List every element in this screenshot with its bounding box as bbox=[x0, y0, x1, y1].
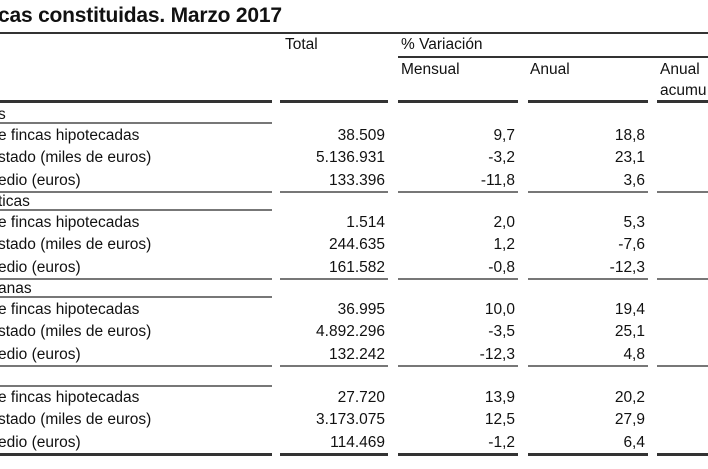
section-bottom-rule bbox=[398, 364, 518, 367]
cell-mensual: -3,2 bbox=[488, 149, 515, 167]
cell-anual: 18,8 bbox=[614, 127, 645, 144]
header-variacion: % Variación bbox=[401, 36, 483, 53]
cell-mensual: -1,2 bbox=[488, 433, 515, 451]
cell-total: 5.136.931 bbox=[316, 149, 385, 167]
section-bottom-rule bbox=[528, 277, 648, 280]
section-bottom-rule bbox=[0, 277, 272, 280]
cell-anual: 5,3 bbox=[623, 214, 645, 231]
cell-mensual: 10,0 bbox=[484, 301, 515, 318]
header-bottom-rule bbox=[657, 100, 708, 103]
cell-mensual: 12,5 bbox=[484, 411, 515, 429]
cell-mensual: 2,0 bbox=[493, 214, 515, 231]
header-bottom-rule bbox=[280, 100, 388, 103]
cell-mensual: -12,3 bbox=[479, 345, 515, 363]
header-anual-acum-line2: acumu bbox=[660, 82, 707, 99]
row-label: e fincas hipotecadas bbox=[0, 301, 140, 318]
cell-mensual: 1,2 bbox=[493, 236, 515, 254]
table-bottom-rule bbox=[280, 452, 388, 456]
table-bottom-rule bbox=[528, 452, 648, 456]
header-mensual: Mensual bbox=[401, 61, 460, 78]
section-bottom-rule bbox=[398, 190, 518, 193]
row-label: stado (miles de euros) bbox=[0, 411, 152, 429]
section-label: anas bbox=[0, 280, 32, 297]
cell-total: 38.509 bbox=[337, 127, 385, 144]
section-label-rule bbox=[0, 296, 272, 298]
table-title: cas constituidas. Marzo 2017 bbox=[0, 4, 282, 27]
section-label: ticas bbox=[0, 193, 30, 210]
row-label: edio (euros) bbox=[0, 258, 81, 276]
variacion-rule bbox=[398, 56, 708, 58]
cell-total: 133.396 bbox=[328, 171, 385, 189]
section-label-rule bbox=[0, 209, 272, 211]
row-label: stado (miles de euros) bbox=[0, 323, 152, 341]
table-bottom-rule bbox=[398, 452, 518, 456]
section-bottom-rule bbox=[0, 364, 272, 367]
section-bottom-rule bbox=[398, 277, 518, 280]
section-bottom-rule bbox=[280, 190, 388, 193]
section-label-rule bbox=[0, 122, 272, 124]
cell-total: 36.995 bbox=[337, 301, 385, 318]
section-bottom-rule bbox=[280, 364, 388, 367]
row-label: stado (miles de euros) bbox=[0, 149, 152, 167]
cell-mensual: -3,5 bbox=[488, 323, 515, 341]
section-bottom-rule bbox=[657, 364, 708, 367]
cell-total: 27.720 bbox=[337, 389, 385, 406]
cell-mensual: 13,9 bbox=[484, 389, 515, 406]
cell-mensual: -0,8 bbox=[488, 258, 515, 276]
top-rule bbox=[0, 32, 708, 34]
section-label-rule bbox=[0, 385, 272, 387]
cell-anual: 4,8 bbox=[623, 345, 645, 363]
cell-total: 132.242 bbox=[328, 345, 385, 363]
cell-total: 161.582 bbox=[328, 258, 385, 276]
section-bottom-rule bbox=[528, 364, 648, 367]
cell-total: 244.635 bbox=[328, 236, 385, 254]
section-bottom-rule bbox=[280, 277, 388, 280]
row-label: edio (euros) bbox=[0, 345, 81, 363]
header-anual: Anual bbox=[530, 61, 570, 78]
section-bottom-rule bbox=[528, 190, 648, 193]
section-bottom-rule bbox=[657, 190, 708, 193]
header-anual-acum-line1: Anual bbox=[660, 61, 700, 78]
cell-anual: 20,2 bbox=[614, 389, 645, 406]
row-label: edio (euros) bbox=[0, 171, 81, 189]
cell-total: 114.469 bbox=[330, 433, 385, 451]
row-label: edio (euros) bbox=[0, 433, 81, 451]
cell-anual: 27,9 bbox=[614, 411, 645, 429]
section-bottom-rule bbox=[657, 277, 708, 280]
cell-anual: -12,3 bbox=[609, 258, 645, 276]
cell-mensual: 9,7 bbox=[493, 127, 515, 144]
header-anual-acumulada: Anual acumu bbox=[660, 61, 707, 103]
table-bottom-rule bbox=[0, 452, 272, 456]
table-bottom-rule bbox=[657, 452, 708, 456]
header-bottom-rule bbox=[398, 100, 518, 103]
section-label: s bbox=[0, 106, 6, 123]
cell-total: 4.892.296 bbox=[316, 323, 385, 341]
cell-total: 3.173.075 bbox=[316, 411, 385, 429]
header-bottom-rule bbox=[0, 100, 272, 103]
section-bottom-rule bbox=[0, 190, 272, 193]
row-label: e fincas hipotecadas bbox=[0, 214, 140, 231]
cell-anual: 23,1 bbox=[614, 149, 645, 167]
cell-anual: 3,6 bbox=[623, 171, 645, 189]
cell-anual: 25,1 bbox=[614, 323, 645, 341]
cell-anual: -7,6 bbox=[618, 236, 645, 254]
cell-total: 1.514 bbox=[346, 214, 385, 231]
row-label: stado (miles de euros) bbox=[0, 236, 152, 254]
row-label: e fincas hipotecadas bbox=[0, 389, 140, 406]
cell-mensual: -11,8 bbox=[480, 171, 515, 189]
cell-anual: 6,4 bbox=[623, 433, 645, 451]
header-total: Total bbox=[285, 36, 318, 53]
header-bottom-rule bbox=[528, 100, 648, 103]
row-label: e fincas hipotecadas bbox=[0, 127, 140, 144]
cell-anual: 19,4 bbox=[614, 301, 645, 318]
